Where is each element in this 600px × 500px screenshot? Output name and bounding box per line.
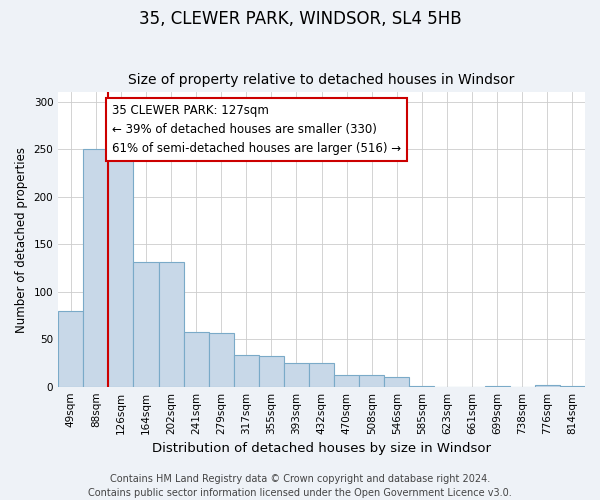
Bar: [284, 363, 309, 386]
Bar: [109, 154, 133, 386]
Bar: [83, 150, 109, 386]
Bar: [58, 310, 83, 386]
X-axis label: Distribution of detached houses by size in Windsor: Distribution of detached houses by size …: [152, 442, 491, 455]
Bar: [209, 332, 234, 386]
Bar: [259, 356, 284, 386]
Title: Size of property relative to detached houses in Windsor: Size of property relative to detached ho…: [128, 73, 515, 87]
Bar: [309, 363, 334, 386]
Text: 35 CLEWER PARK: 127sqm
← 39% of detached houses are smaller (330)
61% of semi-de: 35 CLEWER PARK: 127sqm ← 39% of detached…: [112, 104, 401, 154]
Bar: [158, 262, 184, 386]
Bar: [133, 262, 158, 386]
Bar: [359, 376, 385, 386]
Bar: [535, 385, 560, 386]
Bar: [184, 332, 209, 386]
Bar: [385, 377, 409, 386]
Y-axis label: Number of detached properties: Number of detached properties: [15, 146, 28, 332]
Text: 35, CLEWER PARK, WINDSOR, SL4 5HB: 35, CLEWER PARK, WINDSOR, SL4 5HB: [139, 10, 461, 28]
Text: Contains HM Land Registry data © Crown copyright and database right 2024.
Contai: Contains HM Land Registry data © Crown c…: [88, 474, 512, 498]
Bar: [334, 376, 359, 386]
Bar: [234, 356, 259, 386]
